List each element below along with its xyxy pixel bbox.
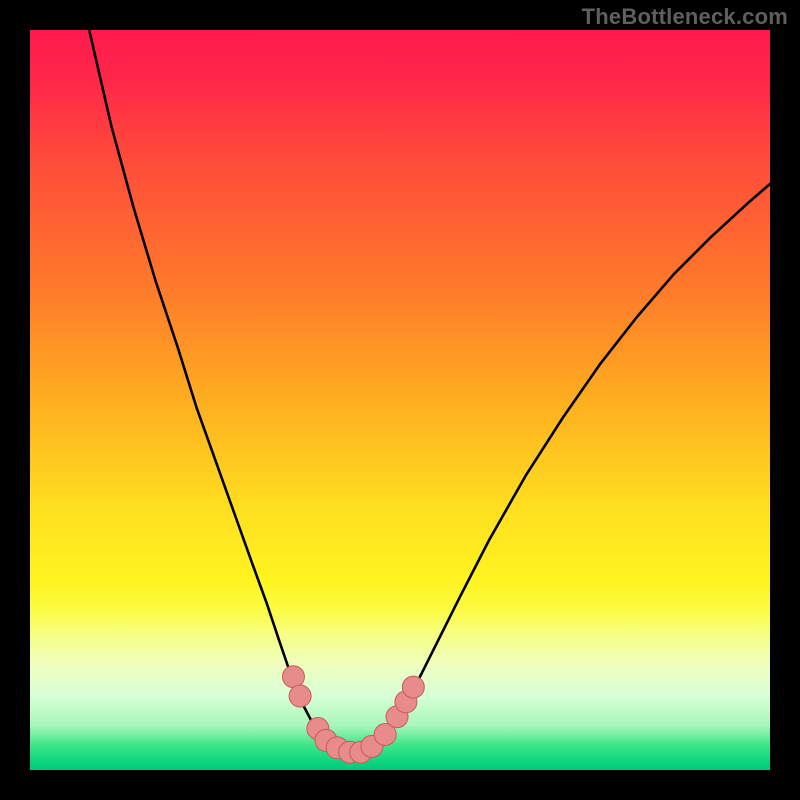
chart-frame: TheBottleneck.com	[0, 0, 800, 800]
watermark-text: TheBottleneck.com	[582, 4, 788, 30]
curve-marker	[402, 676, 424, 698]
curve-marker	[282, 666, 304, 688]
bottleneck-chart	[30, 30, 770, 770]
curve-marker	[289, 685, 311, 707]
chart-background	[30, 30, 770, 770]
